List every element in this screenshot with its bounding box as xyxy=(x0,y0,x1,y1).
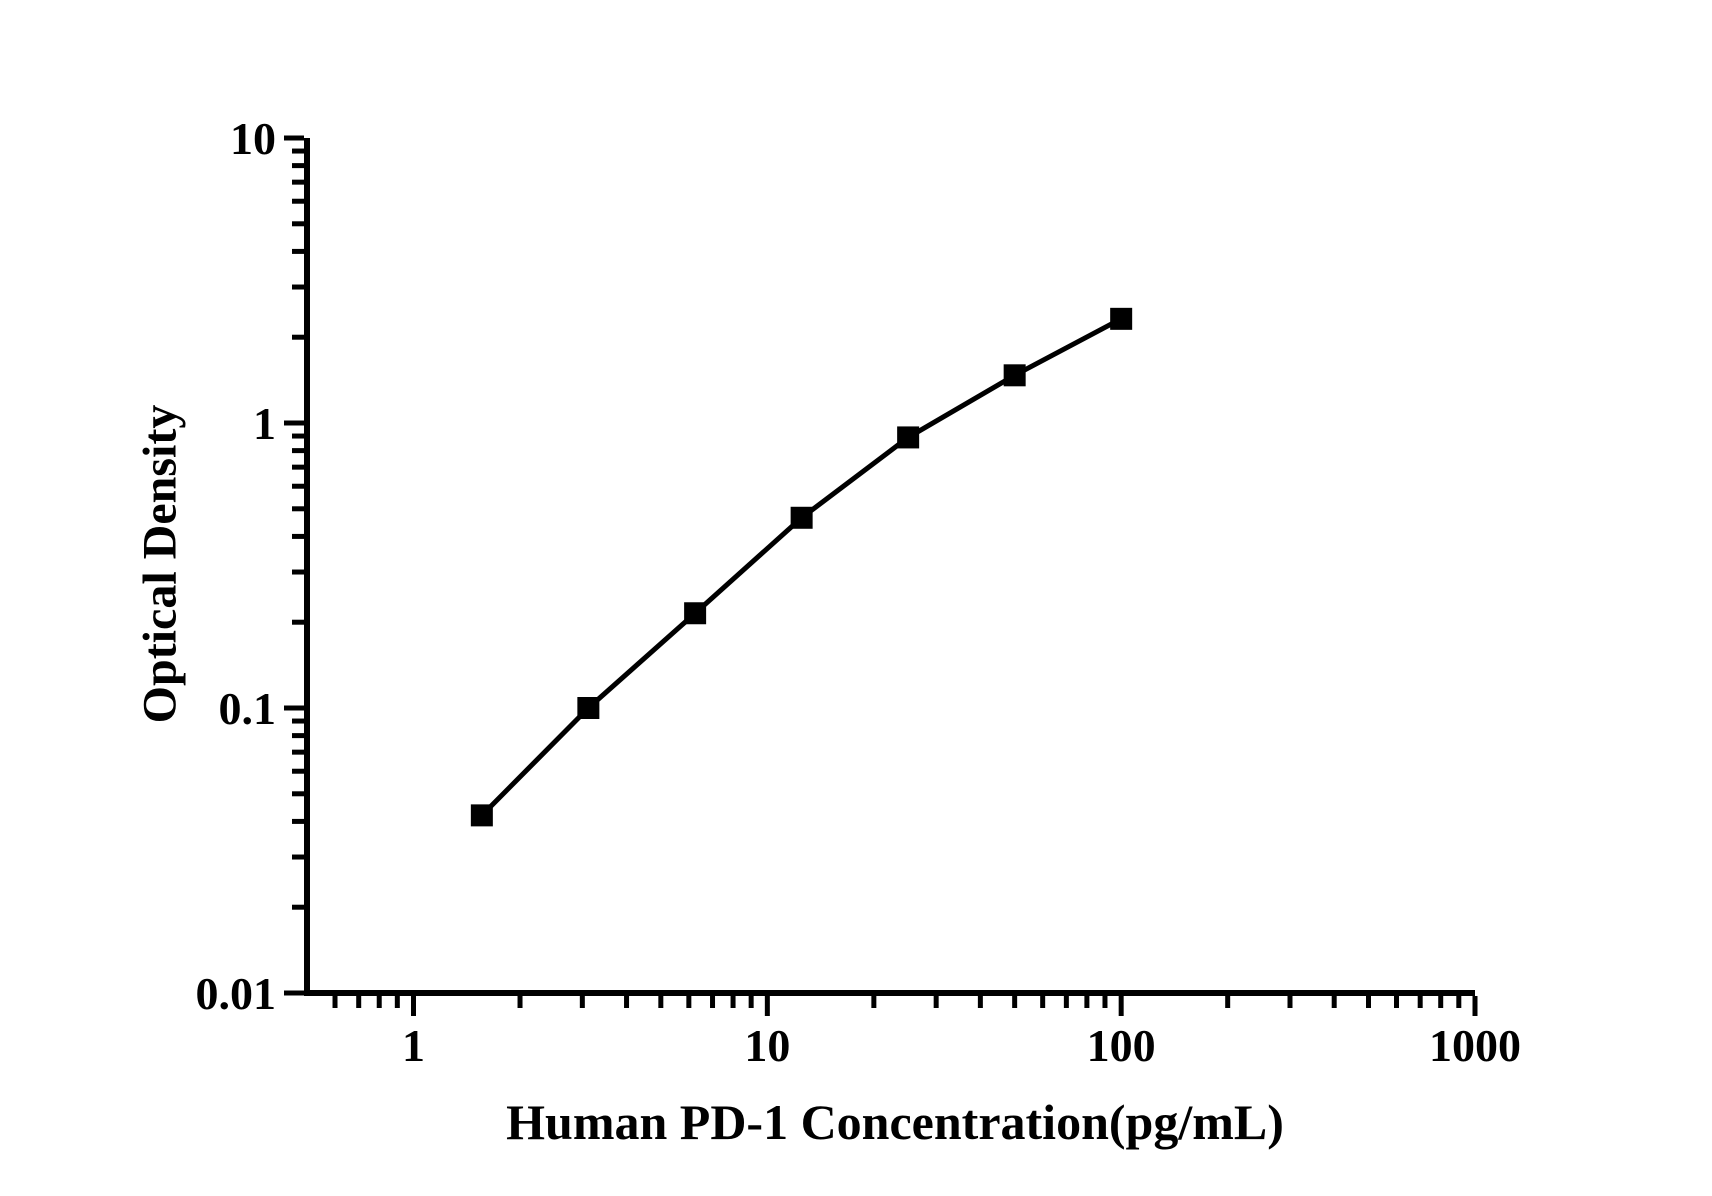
data-line xyxy=(480,316,1123,818)
y-axis-title: Optical Density xyxy=(133,404,187,724)
x-tick-label: 100 xyxy=(1087,1020,1156,1071)
data-point-marker xyxy=(897,426,920,449)
y-tick-label: 0.1 xyxy=(219,683,277,734)
data-point-marker xyxy=(1110,307,1133,330)
y-tick-label: 0.01 xyxy=(196,968,277,1019)
data-point-marker xyxy=(1003,364,1026,387)
data-point-marker xyxy=(684,602,707,625)
y-tick-label: 1 xyxy=(253,398,276,449)
data-point-marker xyxy=(470,804,493,827)
axis-spines xyxy=(304,138,1475,996)
y-tick-label: 10 xyxy=(230,113,276,164)
x-tick-label: 1000 xyxy=(1429,1020,1521,1071)
x-axis-title: Human PD-1 Concentration(pg/mL) xyxy=(506,1094,1284,1150)
x-tick-label: 1 xyxy=(402,1020,425,1071)
x-tick-label: 10 xyxy=(744,1020,790,1071)
data-point-marker xyxy=(577,697,600,719)
data-point-marker xyxy=(790,506,813,529)
